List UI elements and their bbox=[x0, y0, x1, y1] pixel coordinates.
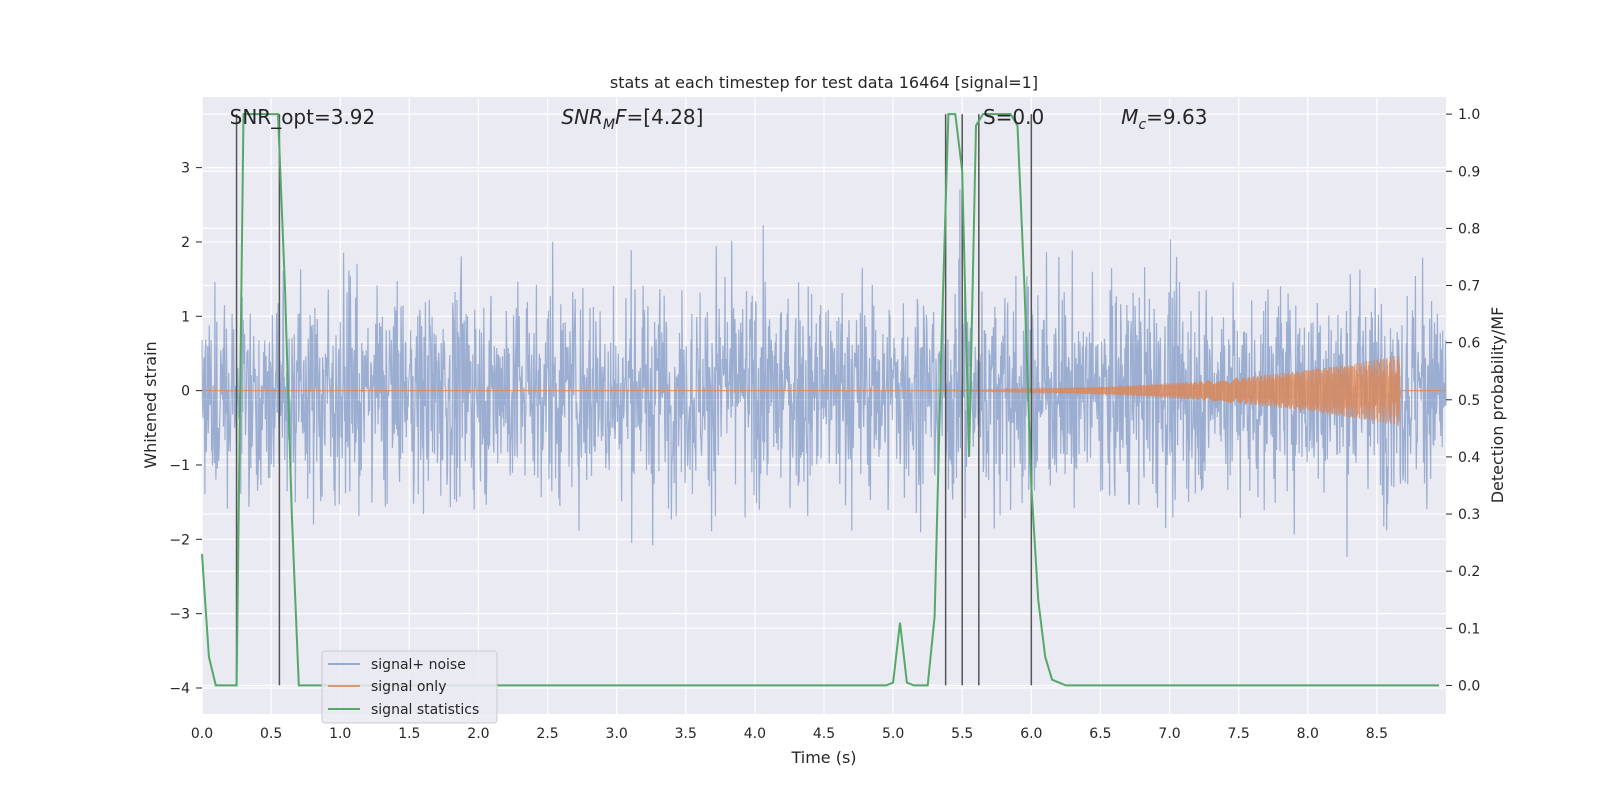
y-left-tick-label: 0 bbox=[181, 384, 190, 400]
legend-label-signal: signal only bbox=[371, 679, 446, 695]
y-right-tick-label: 0.6 bbox=[1458, 336, 1480, 352]
x-axis-ticks: 0.0 0.5 1.0 1.5 2.0 2.5 3.0 3.5 4.0 4.5 5.0 5.5 6.0 6… bbox=[191, 726, 1388, 742]
x-tick-label: 5.5 bbox=[951, 726, 973, 742]
y-left-tick-label: −3 bbox=[169, 607, 190, 623]
legend-label-stats: signal statistics bbox=[371, 702, 479, 718]
y-left-tick-label: −2 bbox=[169, 532, 190, 548]
y-right-tick-label: 0.5 bbox=[1458, 393, 1480, 409]
signal-only-series bbox=[202, 355, 1447, 426]
x-tick-label: 8.5 bbox=[1366, 726, 1388, 742]
legend-label-noise: signal+ noise bbox=[371, 657, 466, 673]
y-left-tick-label: −4 bbox=[169, 681, 190, 697]
x-tick-label: 1.0 bbox=[329, 726, 351, 742]
y-left-tick-label: 2 bbox=[181, 235, 190, 251]
y-right-tick-label: 1.0 bbox=[1458, 107, 1480, 123]
x-tick-label: 4.0 bbox=[744, 726, 766, 742]
y-right-tick-label: 0.9 bbox=[1458, 164, 1480, 180]
legend: signal+ noise signal only signal statist… bbox=[321, 650, 498, 724]
y-left-axis-ticks: 3 2 1 0 −1 −2 −3 −4 bbox=[169, 161, 202, 697]
x-axis-label: Time (s) bbox=[790, 748, 856, 767]
signal-only-line bbox=[202, 355, 1447, 426]
signal-statistics-line bbox=[201, 113, 1440, 687]
y-right-tick-label: 0.3 bbox=[1458, 507, 1480, 523]
x-tick-label: 4.5 bbox=[813, 726, 835, 742]
annotation-text: SNRMF=[4.28] bbox=[561, 105, 703, 133]
y-right-tick-label: 0.7 bbox=[1458, 279, 1480, 295]
annotation-text: SNR_opt=3.92 bbox=[230, 105, 376, 129]
annotation-text: S=0.0 bbox=[983, 105, 1044, 129]
x-tick-label: 2.5 bbox=[536, 726, 558, 742]
x-tick-label: 7.5 bbox=[1228, 726, 1250, 742]
annotations: SNR_opt=3.92 SNRMF=[4.28] S=0.0 Mc=9.63 bbox=[230, 105, 1208, 133]
x-tick-label: 7.0 bbox=[1158, 726, 1180, 742]
x-tick-label: 0.5 bbox=[260, 726, 282, 742]
x-tick-label: 1.5 bbox=[398, 726, 420, 742]
y-left-axis-label: Whitened strain bbox=[141, 341, 160, 468]
y-right-tick-label: 0.1 bbox=[1458, 621, 1480, 637]
y-right-tick-label: 0.4 bbox=[1458, 450, 1480, 466]
y-right-tick-label: 0.8 bbox=[1458, 221, 1480, 237]
x-tick-label: 6.5 bbox=[1089, 726, 1111, 742]
x-tick-label: 5.0 bbox=[882, 726, 904, 742]
y-right-axis-ticks: 1.0 0.9 0.8 0.7 0.6 0.5 0.4 0.3 0.2 0.1 0.0 bbox=[1446, 107, 1480, 694]
signal-noise-line bbox=[201, 189, 1447, 557]
signal-noise-series bbox=[201, 189, 1447, 557]
x-tick-label: 3.5 bbox=[675, 726, 697, 742]
x-tick-label: 0.0 bbox=[191, 726, 213, 742]
y-right-axis-label: Detection probability/MF bbox=[1488, 307, 1507, 504]
y-left-tick-label: −1 bbox=[169, 458, 190, 474]
y-left-tick-label: 3 bbox=[181, 161, 190, 177]
x-tick-label: 8.0 bbox=[1297, 726, 1319, 742]
signal-statistics-series bbox=[201, 113, 1440, 687]
chart-title: stats at each timestep for test data 164… bbox=[610, 73, 1038, 92]
y-right-tick-label: 0.2 bbox=[1458, 564, 1480, 580]
y-left-tick-label: 1 bbox=[181, 309, 190, 325]
x-tick-label: 2.0 bbox=[467, 726, 489, 742]
y-right-tick-label: 0.0 bbox=[1458, 678, 1480, 694]
annotation-text: Mc=9.63 bbox=[1121, 105, 1207, 133]
x-tick-label: 6.0 bbox=[1020, 726, 1042, 742]
legend-box bbox=[321, 650, 498, 724]
x-tick-label: 3.0 bbox=[606, 726, 628, 742]
